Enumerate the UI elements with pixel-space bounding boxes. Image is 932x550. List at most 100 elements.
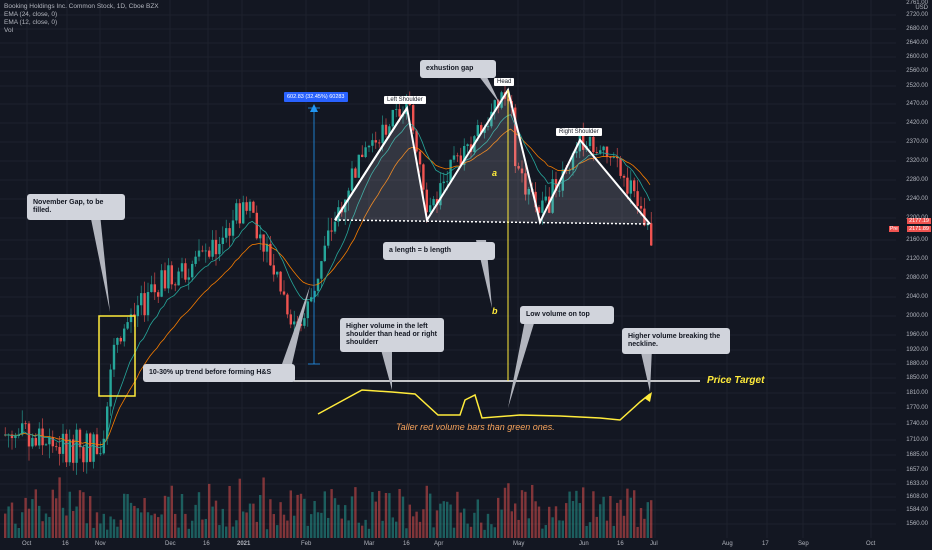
- candle-body: [449, 159, 452, 182]
- candle-body: [140, 293, 143, 306]
- candle-body: [347, 190, 350, 200]
- candle-body: [575, 151, 578, 154]
- candle-body: [558, 190, 561, 192]
- volume-bar: [299, 493, 303, 538]
- volume-bar: [558, 520, 561, 538]
- candle-body: [262, 234, 265, 252]
- volume-bar: [554, 506, 558, 538]
- volume-bar: [401, 496, 405, 538]
- legend-vol: Vol: [4, 27, 14, 34]
- right-shoulder-label: Right Shoulder: [556, 128, 602, 136]
- last-price-tag: 2177.19: [907, 218, 931, 224]
- volume-bar: [245, 512, 248, 538]
- higher-volume-left-callout: Higher volume in the left shoulder than …: [340, 318, 444, 352]
- volume-bar: [367, 528, 371, 538]
- candle-body: [371, 140, 374, 146]
- volume-bar: [384, 493, 388, 538]
- price-tick-label: 1960.00: [906, 332, 928, 338]
- candle-body: [272, 265, 275, 275]
- candle-body: [463, 146, 466, 166]
- candle-body: [422, 164, 425, 190]
- volume-bar: [17, 527, 20, 538]
- volume-bar: [520, 490, 524, 538]
- candle-body: [72, 439, 75, 463]
- volume-bar: [395, 521, 398, 538]
- time-tick-label: Sep: [798, 541, 809, 547]
- price-tick-label: 1770.00: [906, 405, 928, 411]
- volume-bar: [187, 528, 190, 538]
- candle-body: [391, 109, 394, 127]
- higher-volume-breaking-callout: Higher volume breaking the neckline.: [622, 328, 730, 354]
- candle-body: [310, 297, 313, 302]
- volume-bar: [68, 491, 71, 538]
- volume-bar: [551, 517, 554, 538]
- price-tick-label: 2120.00: [906, 256, 928, 262]
- volume-bar: [31, 499, 34, 538]
- candle-body: [75, 429, 78, 463]
- time-tick-label: Jun: [579, 541, 589, 547]
- measure-arrow: [310, 104, 318, 112]
- legend-ema12: EMA (12, close, 0): [4, 19, 58, 26]
- volume-bar: [619, 499, 622, 538]
- time-tick-label: Dec: [165, 541, 176, 547]
- time-tick-label: Nov: [95, 541, 106, 547]
- price-tick-label: 1633.00: [906, 481, 928, 487]
- time-tick-label: 16: [403, 541, 410, 547]
- volume-bar: [316, 512, 320, 538]
- volume-bar: [123, 493, 126, 538]
- candle-body: [82, 447, 85, 463]
- volume-bar: [306, 525, 309, 538]
- candle-body: [51, 437, 54, 447]
- uptrend-callout-pointer: [282, 286, 310, 364]
- volume-bar: [378, 490, 381, 538]
- volume-bar: [531, 484, 534, 538]
- candle-body: [136, 305, 139, 317]
- candle-body: [626, 177, 629, 194]
- volume-bar: [425, 485, 428, 538]
- volume-bar: [204, 518, 207, 538]
- candle-body: [160, 270, 163, 297]
- volume-bar: [150, 515, 153, 538]
- volume-bar: [483, 529, 486, 538]
- candle-body: [184, 263, 187, 280]
- candle-body: [459, 155, 462, 166]
- candle-body: [595, 152, 598, 153]
- time-tick-label: Feb: [301, 541, 312, 547]
- candle-body: [225, 228, 228, 238]
- price-target-label: Price Target: [707, 375, 765, 386]
- volume-bar: [439, 503, 442, 538]
- candle-body: [480, 125, 483, 133]
- volume-bar: [27, 508, 31, 538]
- ema-12-line: [3, 114, 651, 449]
- time-tick-label: Oct: [22, 541, 32, 547]
- candle-body: [255, 212, 258, 239]
- volume-bar: [490, 524, 493, 538]
- candle-body: [520, 168, 524, 174]
- volume-bar: [44, 513, 48, 538]
- price-tick-label: 2680.00: [906, 26, 928, 32]
- volume-bar: [503, 487, 507, 538]
- candle-body: [245, 202, 248, 211]
- candle-body: [330, 230, 333, 232]
- volume-trend-arrow: [644, 392, 652, 402]
- price-axis-panel[interactable]: 2761.00 USD 2720.00 2680.00 2640.00 2600.00…: [896, 0, 932, 550]
- volume-bar: [24, 497, 27, 538]
- volume-bar: [320, 512, 323, 538]
- candle-body: [68, 439, 71, 463]
- volume-bar: [626, 488, 629, 538]
- volume-bar: [286, 520, 289, 538]
- volume-bar: [82, 492, 85, 538]
- volume-bar: [191, 520, 194, 538]
- price-tick-label: 1710.00: [906, 437, 928, 443]
- volume-bar: [493, 527, 496, 538]
- volume-bar: [616, 502, 619, 538]
- volume-bar: [374, 501, 377, 538]
- volume-bar: [381, 520, 384, 538]
- candle-body: [323, 245, 326, 262]
- candle-body: [143, 293, 146, 316]
- volume-bar: [412, 516, 415, 538]
- volume-bar: [435, 510, 439, 538]
- candle-body: [106, 406, 109, 439]
- volume-bar: [65, 515, 68, 538]
